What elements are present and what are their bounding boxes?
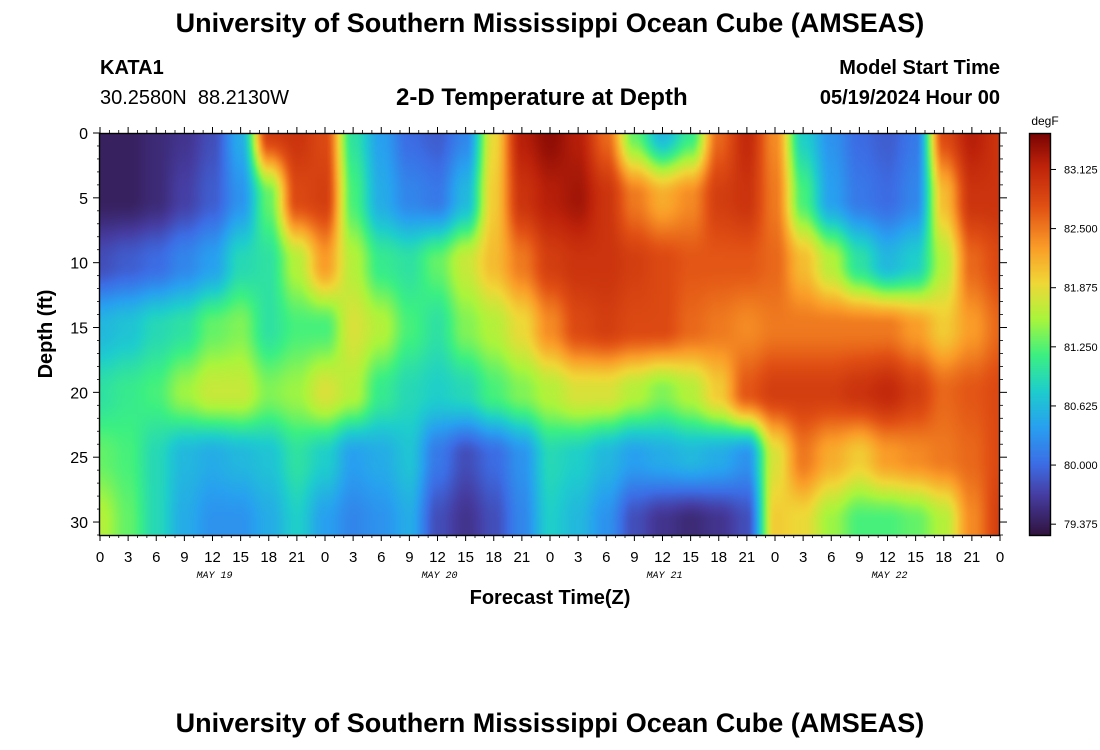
y-tick-label: 10 xyxy=(70,256,88,273)
y-axis: 0 5 10 15 20 25 30 xyxy=(70,126,1007,536)
model-start-value: 05/19/2024 Hour 00 xyxy=(819,87,1000,109)
colorbar-tick-label: 79.375 xyxy=(1064,519,1098,531)
x-tick-label: 9 xyxy=(405,549,413,566)
x-tick-label: 0 xyxy=(771,549,779,566)
y-tick-label: 20 xyxy=(70,385,88,402)
x-tick-label: 15 xyxy=(682,549,699,566)
x-tick-label: 6 xyxy=(827,549,835,566)
x-tick-label: 3 xyxy=(574,549,582,566)
x-tick-label: 0 xyxy=(96,549,104,566)
y-axis-label: Depth (ft) xyxy=(35,290,57,379)
x-tick-label: 18 xyxy=(935,549,952,566)
x-tick-label: 6 xyxy=(602,549,610,566)
x-tick-label: 12 xyxy=(654,549,671,566)
colorbar-tick-label: 80.625 xyxy=(1064,401,1098,413)
x-tick-label: 21 xyxy=(964,549,981,566)
x-tick-label: 21 xyxy=(289,549,306,566)
x-tick-label: 9 xyxy=(630,549,638,566)
y-tick-label: 25 xyxy=(70,450,88,467)
page-title: University of Southern Mississippi Ocean… xyxy=(175,8,925,38)
colorbar-gradient xyxy=(1030,134,1050,536)
colorbar-unit: degF xyxy=(1031,114,1058,128)
colorbar-tick-label: 80.000 xyxy=(1064,460,1098,472)
x-tick-label: 3 xyxy=(124,549,132,566)
y-tick-label: 15 xyxy=(70,321,88,338)
x-tick-label: 15 xyxy=(907,549,924,566)
colorbar-tick-label: 81.250 xyxy=(1064,342,1098,354)
x-tick-label: 21 xyxy=(514,549,531,566)
x-tick-label: 18 xyxy=(710,549,727,566)
x-tick-label: 12 xyxy=(879,549,896,566)
date-label: MAY 22 xyxy=(871,571,907,582)
x-tick-label: 3 xyxy=(799,549,807,566)
y-tick-label: 0 xyxy=(79,126,88,143)
x-tick-label: 0 xyxy=(321,549,329,566)
station-id: KATA1 xyxy=(100,57,164,79)
x-tick-label: 6 xyxy=(377,549,385,566)
x-tick-label: 15 xyxy=(232,549,249,566)
date-label: MAY 19 xyxy=(196,571,232,582)
x-tick-label: 0 xyxy=(546,549,554,566)
x-axis: 0 3 6 9 12 15 18 21 0 3 6 9 12 15 18 21 0 3 6 9 12 15 18 21 0 3 6 9… xyxy=(96,127,1004,582)
x-tick-label: 15 xyxy=(457,549,474,566)
colorbar-tick-label: 82.500 xyxy=(1064,224,1098,236)
date-label: MAY 20 xyxy=(421,571,457,582)
x-tick-label: 18 xyxy=(485,549,502,566)
x-tick-label: 3 xyxy=(349,549,357,566)
y-tick-label: 30 xyxy=(70,515,88,532)
model-start-label: Model Start Time xyxy=(839,57,1000,79)
x-tick-label: 9 xyxy=(180,549,188,566)
colorbar-frame xyxy=(1028,132,1052,537)
x-tick-label: 9 xyxy=(855,549,863,566)
y-tick-label: 5 xyxy=(79,191,88,208)
x-tick-label: 21 xyxy=(739,549,756,566)
colorbar-ticks: 83.125 82.500 81.875 81.250 80.625 80.000 79.3… xyxy=(1050,164,1098,531)
chart-subtitle: 2-D Temperature at Depth xyxy=(396,84,688,111)
x-tick-label: 6 xyxy=(152,549,160,566)
x-tick-label: 0 xyxy=(996,549,1004,566)
x-tick-label: 18 xyxy=(260,549,277,566)
x-axis-label: Forecast Time(Z) xyxy=(470,587,631,609)
colorbar-tick-label: 81.875 xyxy=(1064,283,1098,295)
footer-title: University of Southern Mississippi Ocean… xyxy=(175,708,925,738)
colorbar-tick-label: 83.125 xyxy=(1064,164,1098,176)
x-tick-label: 12 xyxy=(429,549,446,566)
station-coords: 30.2580N 88.2130W xyxy=(100,87,290,109)
x-tick-label: 12 xyxy=(204,549,221,566)
date-label: MAY 21 xyxy=(646,571,682,582)
temperature-heatmap xyxy=(100,133,1000,535)
